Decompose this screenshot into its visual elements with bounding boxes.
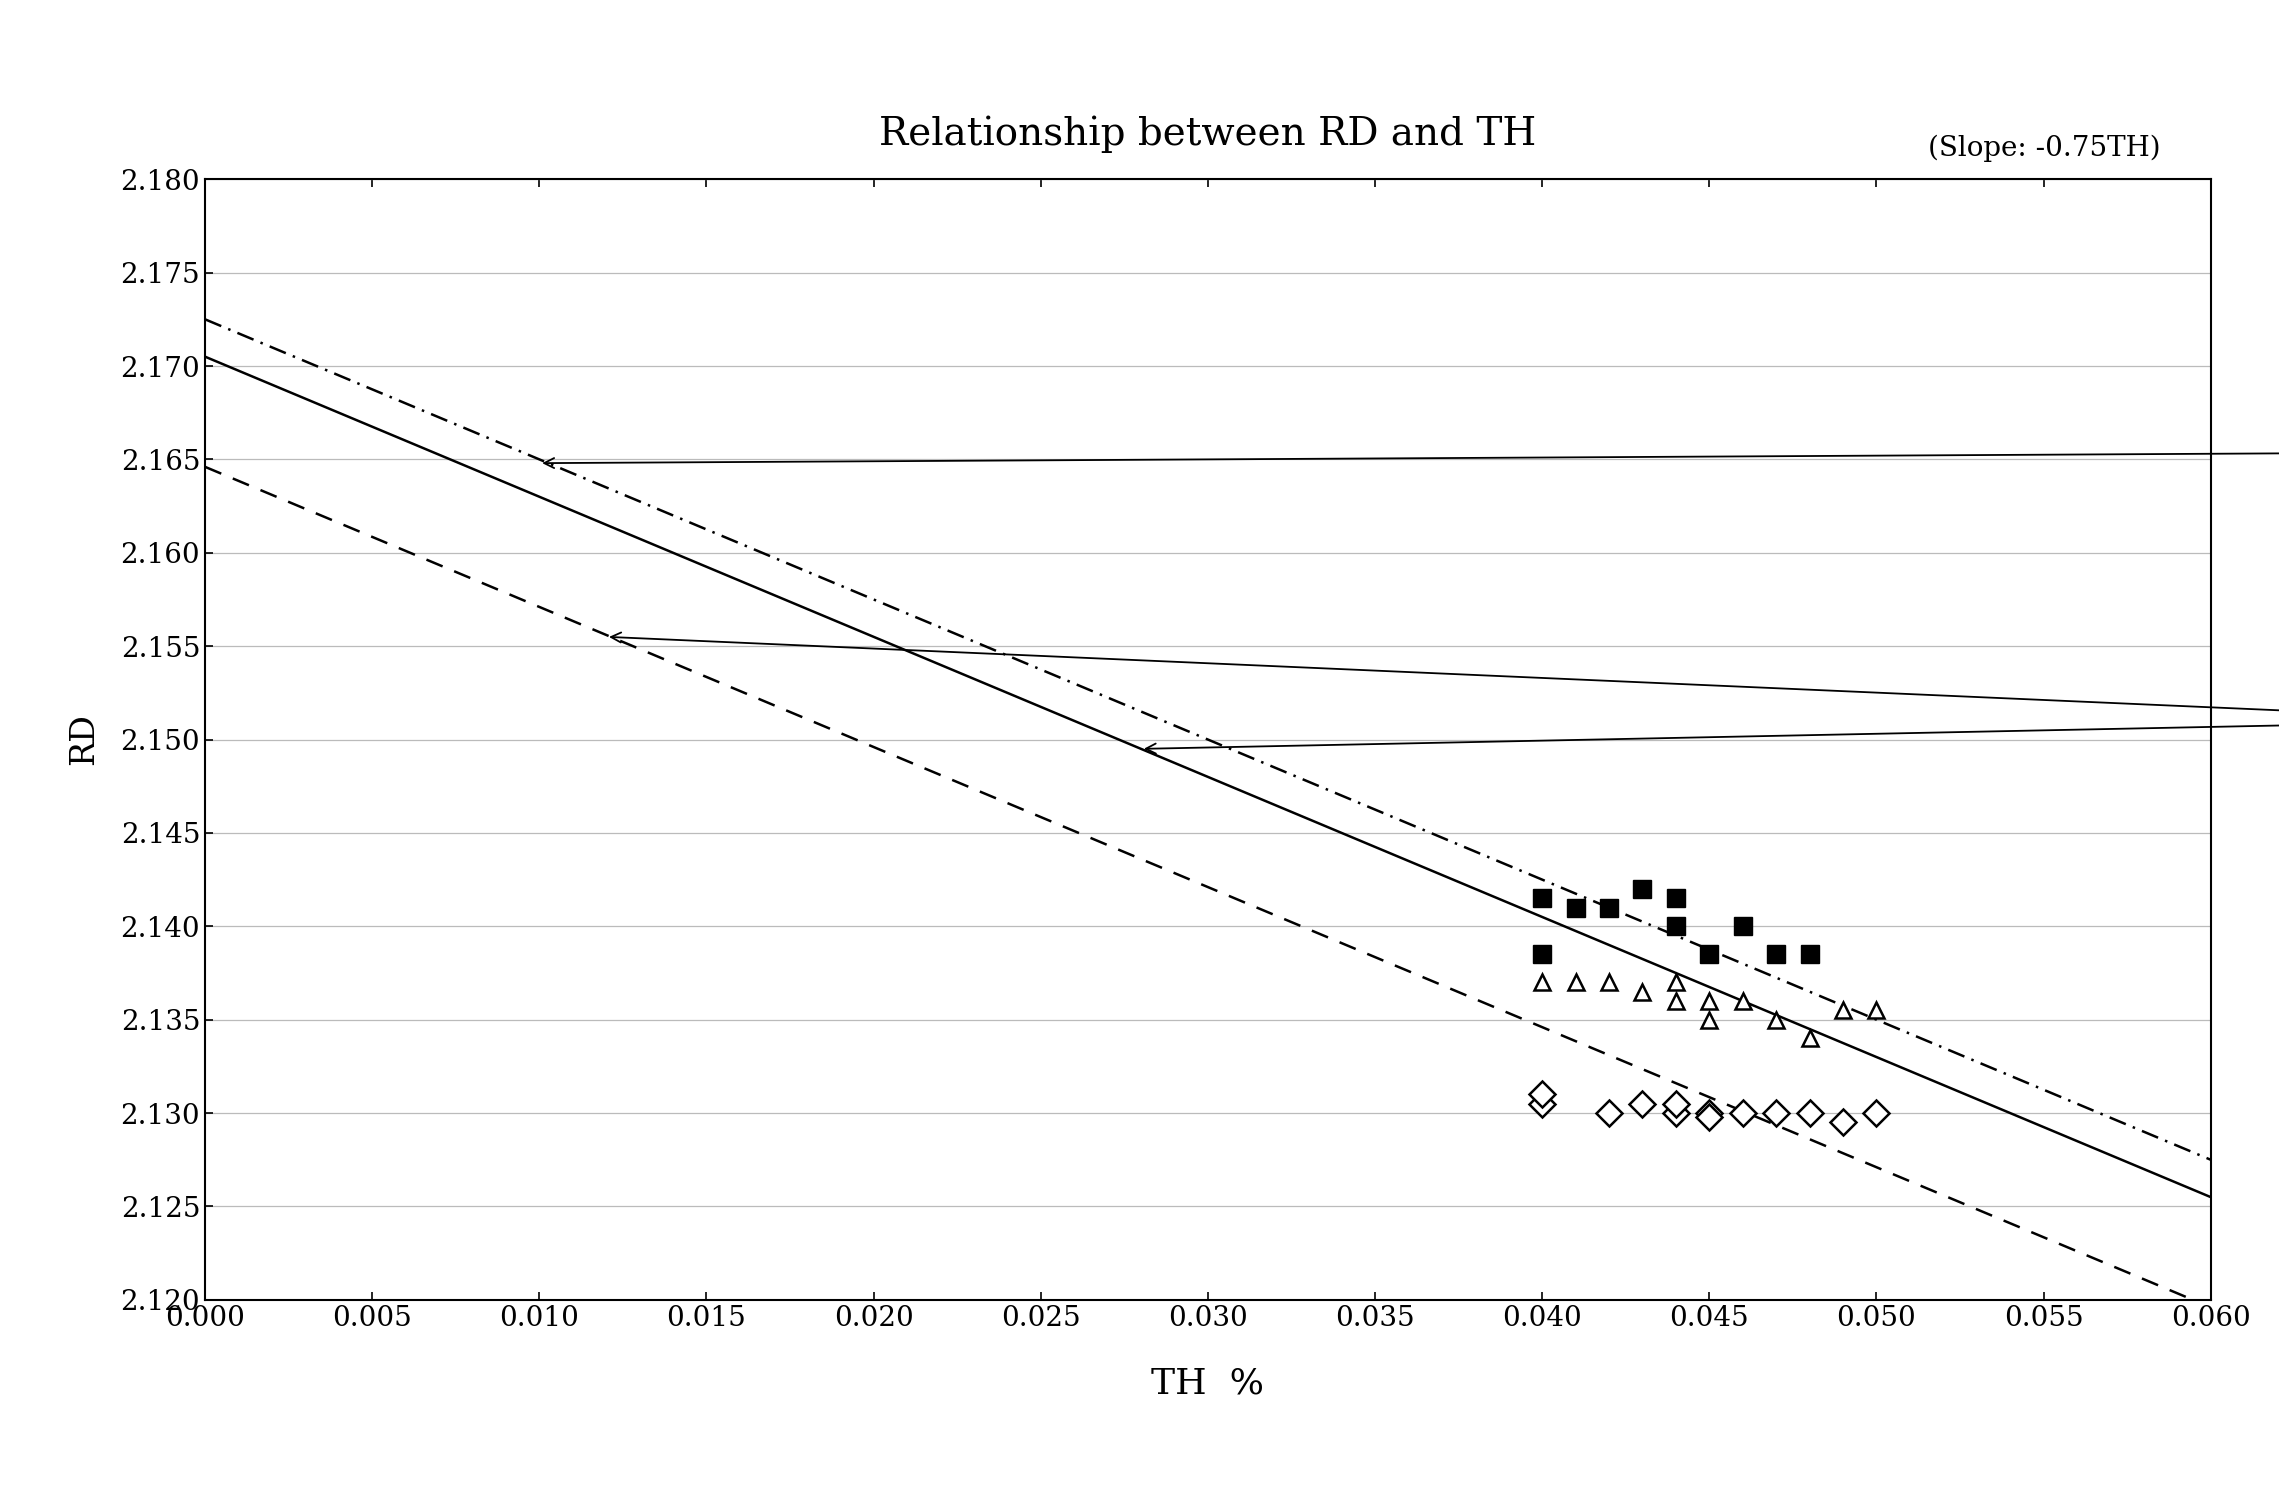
Text: B  （Intercept: 2. 1705）: B （Intercept: 2. 1705） bbox=[1146, 578, 2279, 753]
Y-axis label: RD: RD bbox=[68, 714, 100, 765]
Text: (Slope: -0.75TH): (Slope: -0.75TH) bbox=[1928, 134, 2160, 161]
Text: C（Intercept: 2. 1646）: C（Intercept: 2. 1646） bbox=[611, 632, 2279, 835]
X-axis label: TH  %: TH % bbox=[1151, 1367, 1265, 1400]
Text: A  （Intercept: 2. 1725）: A （Intercept: 2. 1725） bbox=[545, 420, 2279, 468]
Title: Relationship between RD and TH: Relationship between RD and TH bbox=[880, 115, 1536, 152]
